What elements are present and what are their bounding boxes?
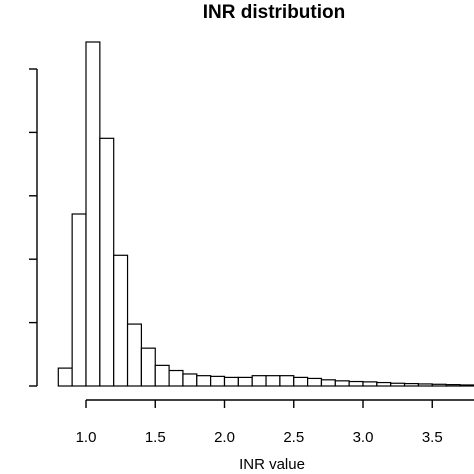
x-tick-label: 3.0	[353, 429, 374, 446]
x-tick-label: 1.0	[76, 429, 97, 446]
histogram-bar	[140, 347, 156, 387]
x-axis-label: INR value	[239, 456, 305, 473]
x-axis-ticks: 1.0 1.5 2.0 2.5 3.0 3.5	[76, 400, 443, 446]
histogram-bar	[154, 364, 170, 387]
histogram-bar	[293, 376, 309, 387]
chart-title: INR distribution	[203, 2, 345, 23]
x-tick-label: 2.0	[214, 429, 235, 446]
histogram-bar	[168, 369, 184, 387]
histogram-bar	[210, 375, 226, 387]
histogram-bar	[237, 376, 253, 387]
histogram-bar	[459, 384, 474, 387]
histogram-bar	[403, 382, 419, 387]
histogram-bar	[445, 384, 461, 387]
histogram-bar	[57, 367, 73, 387]
histogram-bar	[113, 254, 129, 387]
histogram-bar	[265, 375, 281, 387]
histogram-bars	[57, 41, 474, 387]
x-tick-label: 3.5	[422, 429, 443, 446]
histogram-bar	[390, 382, 406, 387]
histogram-bar	[376, 381, 392, 387]
histogram-bar	[417, 383, 433, 387]
histogram-bar	[99, 137, 115, 387]
histogram-bar	[223, 376, 239, 387]
histogram-bar	[320, 379, 336, 387]
histogram-bar	[362, 381, 378, 387]
histogram-bar	[251, 375, 267, 387]
histogram-bar	[348, 380, 364, 387]
histogram-bar	[85, 41, 101, 387]
histogram-bar	[182, 373, 198, 387]
histogram-bar	[334, 380, 350, 387]
histogram-bar	[196, 375, 212, 387]
x-tick-label: 1.5	[145, 429, 166, 446]
x-tick-label: 2.5	[283, 429, 304, 446]
histogram-bar	[307, 377, 323, 387]
histogram-bar	[431, 383, 447, 387]
histogram-bar	[71, 213, 87, 387]
histogram-bar	[126, 323, 143, 387]
y-axis-ticks	[29, 68, 37, 387]
histogram-bar	[279, 375, 295, 387]
